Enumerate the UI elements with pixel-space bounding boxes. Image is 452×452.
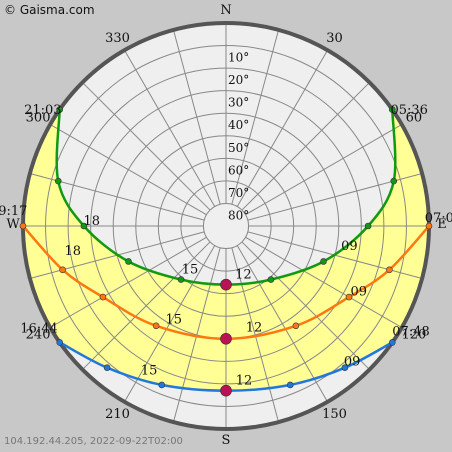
summer-hour-label: 12 — [235, 267, 252, 282]
winter-hour-marker — [158, 381, 166, 389]
altitude-label: 10° — [228, 51, 249, 65]
winter-hour-label: 15 — [141, 363, 158, 378]
equinox-hour-label: 12 — [246, 321, 263, 336]
summer-hour-marker — [267, 276, 275, 283]
azimuth-spoke — [49, 236, 207, 328]
equinox-hour-marker — [220, 332, 232, 345]
azimuth-label: 210 — [105, 407, 130, 422]
equinox-hour-label: 15 — [165, 312, 182, 327]
azimuth-spoke — [231, 247, 280, 423]
equinox-hour-marker — [386, 266, 393, 274]
summer-time-label: 05:36 — [390, 103, 427, 118]
equinox-hour-marker — [345, 293, 353, 301]
summer-hour-marker — [320, 258, 327, 265]
daylight-area — [23, 109, 429, 391]
summer-hour-marker — [364, 222, 372, 230]
summer-time-label: 21:03 — [24, 103, 61, 118]
azimuth-spoke — [241, 241, 370, 370]
azimuth-label: 120 — [402, 328, 427, 343]
winter-hour-marker — [56, 339, 64, 346]
equinox-time-label: 19:17 — [0, 204, 27, 219]
azimuth-spoke — [124, 49, 216, 207]
equinox-hour-marker — [425, 222, 433, 230]
equinox-hour-marker — [19, 222, 27, 230]
azimuth-label: 300 — [26, 111, 51, 126]
azimuth-spoke — [236, 245, 328, 403]
azimuth-spoke — [245, 124, 403, 216]
summer-hour-label: 18 — [83, 214, 100, 229]
equinox-hour-marker — [292, 322, 300, 330]
summer-hour-marker — [56, 106, 64, 113]
equinox-hour-marker — [152, 322, 160, 330]
azimuth-spoke — [124, 245, 216, 403]
summer-hour-label: 15 — [182, 263, 199, 278]
equinox-time-label: 07:01 — [425, 211, 452, 226]
equinox-hour-label: 18 — [65, 244, 82, 259]
winter-time-label: 07:48 — [392, 325, 429, 340]
azimuth-spoke — [82, 82, 211, 211]
altitude-label: 50° — [228, 141, 249, 155]
azimuth-spoke — [82, 241, 211, 370]
sun-paths — [19, 106, 433, 397]
summer-hour-marker — [125, 258, 132, 265]
summer-hour-marker — [177, 276, 185, 283]
altitude-label: 70° — [228, 186, 249, 200]
chart-labels: 10° 20° 30° 40° 50° 60° 70° 80° 30 60 120 150 210 240… — [0, 31, 452, 422]
azimuth-spoke — [236, 49, 328, 207]
azimuth-label: 30 — [326, 31, 343, 46]
azimuth-spoke — [245, 236, 403, 328]
summer-hour-marker — [220, 278, 232, 291]
summer-hour-marker — [388, 106, 396, 113]
equinox-hour-label: 09 — [351, 284, 368, 299]
winter-hour-label: 09 — [344, 355, 361, 370]
azimuth-spoke — [172, 29, 221, 205]
azimuth-label: 150 — [322, 407, 347, 422]
winter-hour-marker — [103, 364, 111, 371]
winter-hour-label: 12 — [236, 374, 253, 389]
winter-hour-marker — [286, 381, 294, 389]
winter-hour-marker — [220, 384, 232, 397]
winter-hour-marker — [341, 364, 349, 371]
winter-hour-marker — [388, 339, 396, 346]
altitude-label: 40° — [228, 118, 249, 132]
altitude-label: 30° — [228, 96, 249, 110]
altitude-label: 80° — [228, 208, 249, 222]
azimuth-label: 240 — [26, 328, 51, 343]
azimuth-spoke — [172, 247, 221, 423]
summer-hour-label: 09 — [341, 239, 358, 254]
equinox-hour-marker — [59, 266, 66, 274]
summer-hour-marker — [390, 177, 398, 185]
azimuth-spoke — [49, 124, 207, 216]
azimuth-spoke — [241, 82, 370, 211]
summer-hour-marker — [54, 177, 62, 185]
winter-time-label: 16:44 — [20, 322, 57, 337]
summer-hour-marker — [80, 222, 88, 230]
altitude-label: 60° — [228, 163, 249, 177]
azimuth-spoke — [231, 29, 280, 205]
daylight-region — [23, 109, 429, 391]
azimuth-label: 60 — [406, 111, 423, 126]
altitude-label: 20° — [228, 73, 249, 87]
equinox-hour-marker — [99, 293, 107, 301]
azimuth-label: 330 — [105, 31, 130, 46]
